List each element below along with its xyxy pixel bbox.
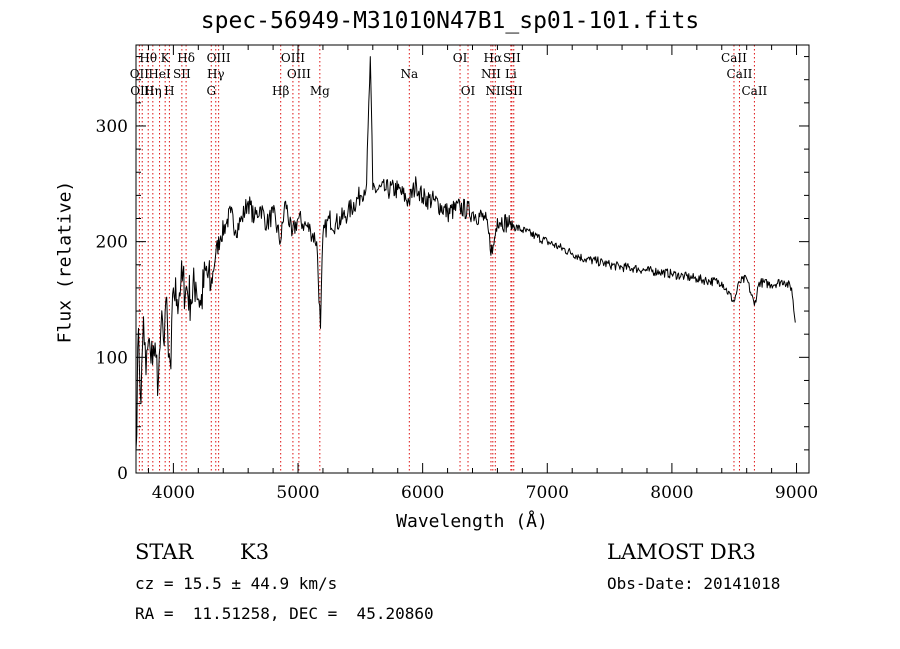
line-label: SII <box>503 51 521 65</box>
x-tick-label: 5000 <box>276 483 319 503</box>
line-label: G <box>206 84 216 98</box>
line-label: OI <box>461 84 476 98</box>
line-label: Li <box>505 67 517 81</box>
spectrum-series-line <box>135 56 796 450</box>
line-label: H <box>164 84 174 98</box>
line-label: Hθ <box>139 51 157 65</box>
line-label: Mg <box>310 84 330 98</box>
line-label: Hα <box>484 51 503 65</box>
y-axis-ticks: 0 100 200 300 <box>96 56 809 484</box>
y-tick-label: 100 <box>96 348 128 368</box>
x-tick-label: 6000 <box>401 483 444 503</box>
y-axis-label: Flux (relative) <box>54 180 76 344</box>
x-tick-label: 9000 <box>775 483 818 503</box>
x-tick-label: 7000 <box>526 483 569 503</box>
line-label: Hγ <box>207 67 225 81</box>
emission-line-markers <box>138 45 755 473</box>
plot-frame <box>135 44 810 474</box>
line-label: SII <box>505 84 523 98</box>
line-label: OIII <box>287 67 311 81</box>
line-label: OII <box>130 67 150 81</box>
line-label: K <box>161 51 171 65</box>
x-axis-ticks: 4000 5000 6000 7000 8000 9000 <box>147 45 818 503</box>
line-label: Hβ <box>272 84 289 98</box>
line-label: CaII <box>727 67 753 81</box>
object-subclass: K3 <box>240 540 270 564</box>
line-label: Hη <box>144 84 162 98</box>
y-tick-label: 200 <box>96 233 128 253</box>
y-tick-label: 300 <box>96 117 128 137</box>
x-tick-label: 8000 <box>650 483 693 503</box>
line-label: SII <box>173 67 191 81</box>
chart-title: spec-56949-M31010N47B1_sp01-101.fits <box>200 8 700 34</box>
line-label: OIII <box>207 51 231 65</box>
line-label: NII <box>485 84 505 98</box>
line-label: OIII <box>281 51 305 65</box>
line-label: OI <box>453 51 468 65</box>
line-label: NII <box>481 67 501 81</box>
x-axis-label: Wavelength (Å) <box>396 511 548 532</box>
ra-dec-coordinates: RA = 11.51258, DEC = 45.20860 <box>135 604 434 623</box>
line-label: Hδ <box>177 51 195 65</box>
line-label: HeI <box>148 67 171 81</box>
x-tick-label: 4000 <box>152 483 195 503</box>
object-class: STAR <box>135 540 194 564</box>
y-tick-label: 0 <box>117 464 128 484</box>
line-label: CaII <box>721 51 747 65</box>
line-label: CaII <box>741 84 767 98</box>
line-label: Na <box>400 67 418 81</box>
survey-name: LAMOST DR3 <box>607 540 756 564</box>
redshift-velocity: cz = 15.5 ± 44.9 km/s <box>135 574 338 593</box>
observation-date: Obs-Date: 20141018 <box>607 574 781 593</box>
